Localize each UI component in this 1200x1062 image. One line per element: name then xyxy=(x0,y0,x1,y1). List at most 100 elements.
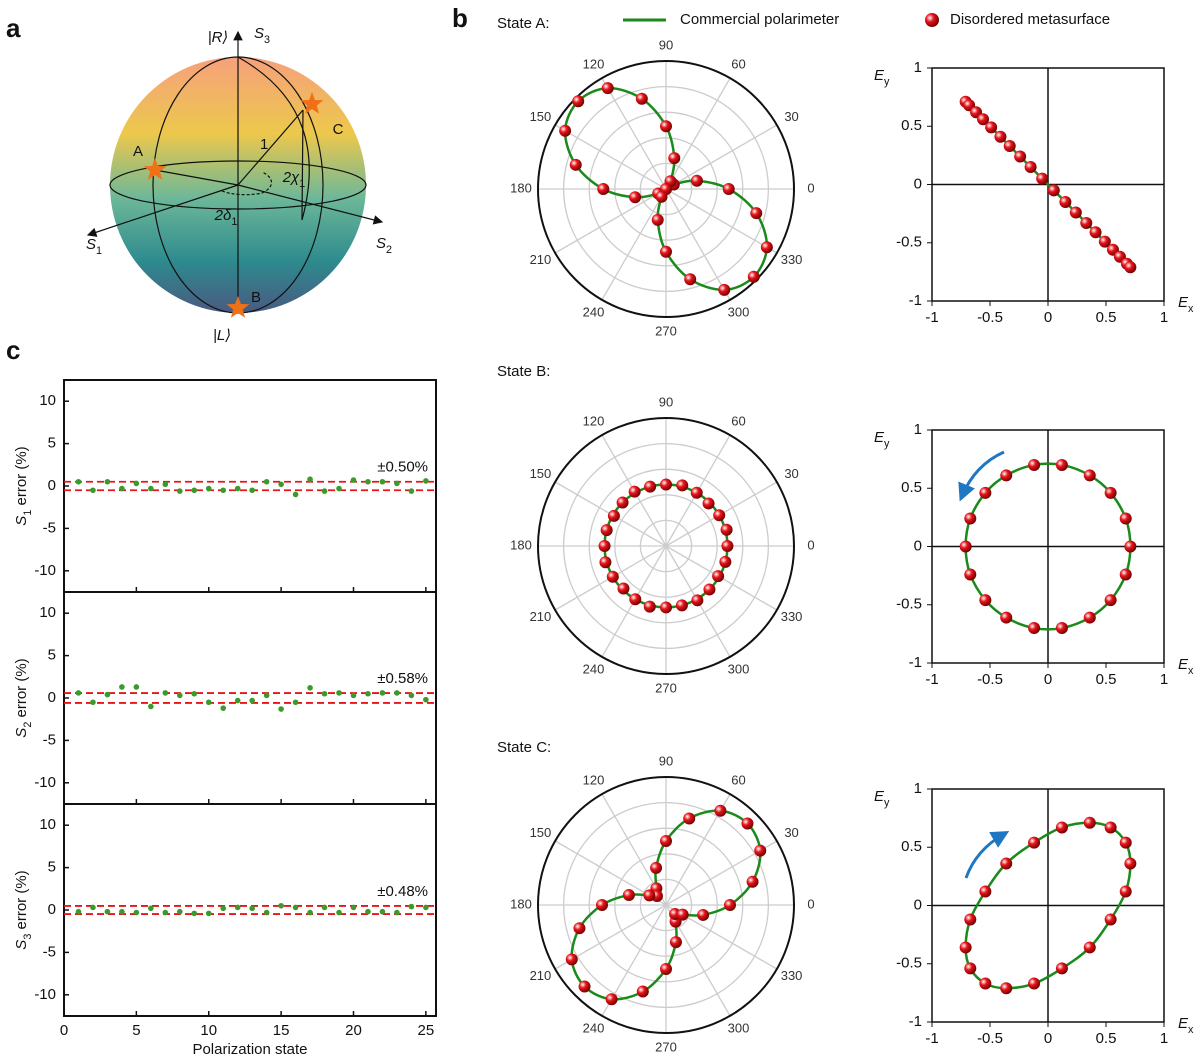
polar-point xyxy=(675,599,688,612)
y-tick-label: 1 xyxy=(914,421,922,438)
trace-point xyxy=(1028,622,1041,635)
angle-tick-label: 270 xyxy=(655,680,677,695)
y-axis-title: S3 error (%) xyxy=(13,870,34,949)
y-axis-title-part: S xyxy=(13,940,30,950)
error-point xyxy=(249,697,255,704)
error-point xyxy=(176,908,183,915)
error-point xyxy=(249,905,255,912)
error-point xyxy=(205,485,212,492)
error-point xyxy=(220,905,227,912)
y-axis-title-part: 3 xyxy=(22,934,34,940)
error-point xyxy=(350,692,357,699)
x-tick-label: 0 xyxy=(1044,309,1052,326)
error-point xyxy=(205,699,212,706)
error-point xyxy=(394,480,400,487)
y-tick-label: 0 xyxy=(48,901,56,918)
polar-frame xyxy=(537,417,795,675)
angle-tick-label: 120 xyxy=(583,414,605,429)
trace-point xyxy=(1080,216,1093,229)
angle-tick-label: 210 xyxy=(530,968,552,983)
grid-spoke xyxy=(554,188,667,254)
x-axis-title-part: E xyxy=(1178,294,1189,311)
state-label: |L⟩ xyxy=(213,327,231,344)
y-axis-title-part: E xyxy=(874,429,885,446)
polar-point xyxy=(660,835,672,847)
grid-spoke xyxy=(665,124,778,190)
rotation-arrow xyxy=(958,450,1005,502)
y-axis-title: S2 error (%) xyxy=(13,658,34,737)
y-axis-title-part: S xyxy=(13,516,30,526)
trace-point xyxy=(979,885,992,898)
angle-tick-label: 210 xyxy=(530,609,552,624)
trace-point xyxy=(1083,941,1096,954)
error-point xyxy=(191,910,198,917)
trace-point xyxy=(1036,172,1049,185)
polar-point xyxy=(559,124,572,137)
error-point xyxy=(423,478,429,484)
polar-point xyxy=(617,582,630,595)
angle-tick-label: 150 xyxy=(530,466,552,481)
polar-point xyxy=(703,583,716,596)
polar-point xyxy=(660,601,672,614)
angle-tick-label: 240 xyxy=(583,1020,605,1035)
polar-point xyxy=(724,899,736,911)
trace-point xyxy=(964,913,977,926)
polar-point xyxy=(578,980,591,993)
error-point xyxy=(234,904,241,911)
axis-label-part: 3 xyxy=(264,34,270,46)
y-tick-label: 0 xyxy=(48,477,56,494)
x-tick-label: -1 xyxy=(925,1030,938,1047)
panel-label: a xyxy=(6,13,21,43)
y-tick-label: -10 xyxy=(34,562,56,579)
angle-label-part: 1 xyxy=(231,216,237,228)
y-tick-label: 10 xyxy=(39,816,56,833)
y-tick-label: -0.5 xyxy=(896,234,922,251)
grid-spoke xyxy=(554,124,667,190)
error-point xyxy=(321,904,328,911)
polar-point xyxy=(669,936,682,949)
angle-tick-label: 120 xyxy=(583,773,605,788)
polar-point xyxy=(660,245,672,258)
grid-spoke xyxy=(665,188,731,301)
axis-label-part: S xyxy=(376,235,386,252)
error-point xyxy=(365,908,371,915)
y-axis-title: S1 error (%) xyxy=(13,446,34,525)
polar-point xyxy=(722,183,735,195)
y-tick-label: 1 xyxy=(914,59,922,76)
error-chart: -10 -5 0 5 10 S2 error (%) ±0.58% xyxy=(13,591,437,805)
error-point xyxy=(75,908,82,915)
angle-tick-label: 0 xyxy=(807,896,814,911)
grid-spoke xyxy=(601,188,667,301)
trace-point xyxy=(1104,913,1117,926)
trace-point xyxy=(1059,195,1072,208)
trace-point xyxy=(1000,857,1013,870)
trace-point xyxy=(1089,226,1102,239)
point-label: A xyxy=(133,143,143,160)
angle-tick-label: 210 xyxy=(530,252,552,267)
trace-point xyxy=(1119,512,1132,525)
error-point xyxy=(379,690,386,696)
trace-point xyxy=(1104,821,1117,834)
grid-spoke xyxy=(665,77,731,190)
polar-point xyxy=(600,524,613,537)
trace-point xyxy=(1104,486,1117,499)
x-tick-label: 25 xyxy=(418,1022,435,1039)
polar-frame xyxy=(537,60,795,318)
error-point xyxy=(278,706,284,712)
error-point xyxy=(321,690,328,697)
angle-tick-label: 30 xyxy=(784,109,798,124)
trace-point xyxy=(1000,469,1013,482)
x-tick-label: 15 xyxy=(273,1022,290,1039)
angle-tick-label: 90 xyxy=(659,37,673,52)
error-point xyxy=(90,487,96,494)
y-axis-title-part: y xyxy=(884,438,890,450)
angle-tick-label: 270 xyxy=(655,323,677,338)
polar-point xyxy=(573,922,586,935)
y-axis-title-part: error (%) xyxy=(13,658,30,721)
trace-point xyxy=(1119,568,1132,581)
error-point xyxy=(162,481,169,488)
polar-point xyxy=(644,480,657,493)
error-point xyxy=(119,908,125,915)
